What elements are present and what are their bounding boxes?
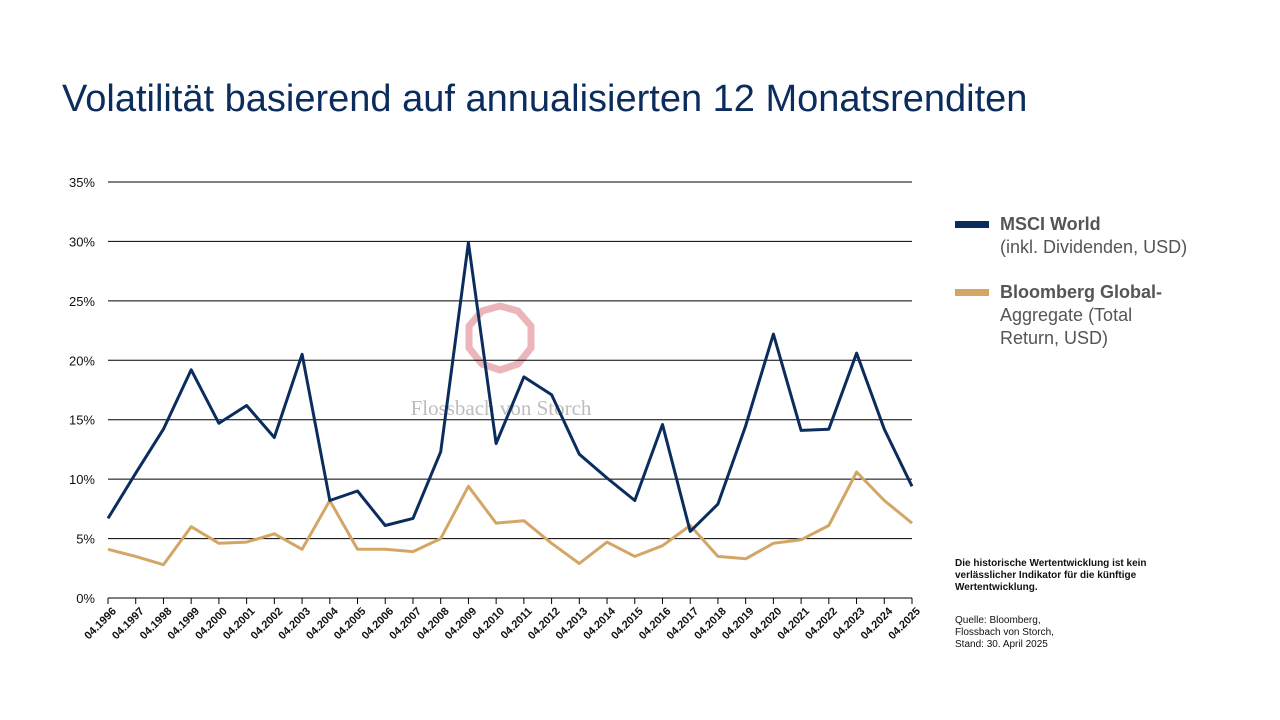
grid-lines — [108, 181, 912, 599]
chart-title: Volatilität basierend auf annualisierten… — [62, 78, 1028, 120]
y-tick-label: 35% — [69, 175, 95, 190]
series-lines — [106, 241, 914, 567]
legend-sub-bloomberg: Aggregate (Total — [1000, 305, 1133, 325]
legend-name-msci: MSCI World — [1000, 214, 1101, 234]
legend-label-msci: MSCI World (inkl. Dividenden, USD) — [1000, 213, 1240, 259]
y-tick-label: 20% — [69, 353, 95, 368]
source-line-3: Stand: 30. April 2025 — [955, 639, 1048, 650]
y-tick-label: 15% — [69, 413, 95, 428]
source-line-1: Quelle: Bloomberg, — [955, 615, 1041, 626]
y-tick-label: 0% — [76, 591, 95, 606]
x-axis-ticks: 04.199604.199704.199804.199904.200004.20… — [82, 598, 923, 642]
source-note: Quelle: Bloomberg, Flossbach von Storch,… — [955, 615, 1195, 651]
y-tick-label: 5% — [76, 532, 95, 547]
y-tick-label: 10% — [69, 472, 95, 487]
watermark: Flossbach von Storch — [411, 302, 592, 420]
legend-swatch-msci — [955, 221, 989, 228]
legend-label-bloomberg: Bloomberg Global- Aggregate (Total Retur… — [1000, 281, 1240, 350]
legend-sub2-bloomberg: Return, USD) — [1000, 328, 1109, 348]
y-axis-ticks: 0% 5% 10% 15% 20% 25% 30% 35% — [69, 175, 95, 606]
y-tick-label: 30% — [69, 234, 95, 249]
legend-swatch-bloomberg — [955, 289, 989, 296]
y-tick-label: 25% — [69, 294, 95, 309]
watermark-text: Flossbach von Storch — [411, 396, 592, 420]
legend-name-bloomberg: Bloomberg Global- — [1000, 282, 1162, 302]
source-line-2: Flossbach von Storch, — [955, 627, 1054, 638]
watermark-logo-icon — [465, 302, 535, 374]
legend-sub-msci: (inkl. Dividenden, USD) — [1000, 237, 1188, 257]
series-line-msci — [106, 241, 914, 533]
series-line-bloomberg — [107, 470, 913, 567]
disclaimer-note: Die historische Wertentwicklung ist kein… — [955, 558, 1147, 593]
